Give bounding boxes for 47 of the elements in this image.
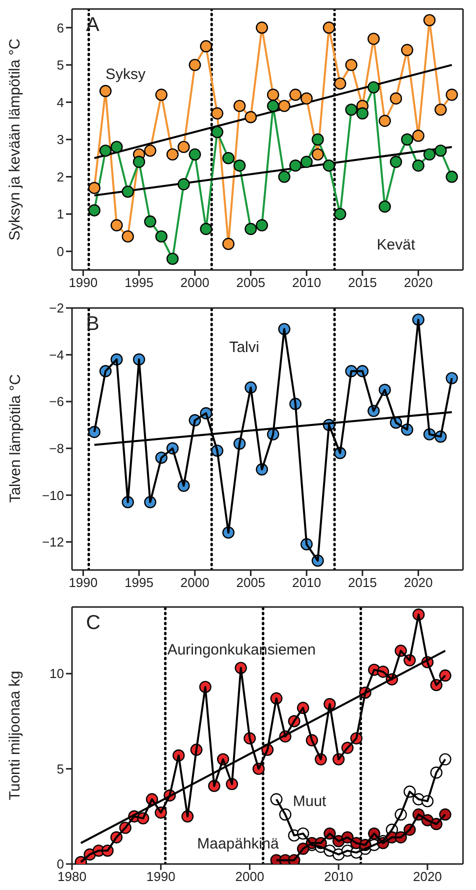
x-tick-label: 2015 (348, 575, 377, 590)
x-tick-label: 2000 (180, 275, 210, 290)
y-tick-label: 3 (56, 132, 64, 148)
series-label: Auringonkukansiemen (167, 641, 316, 658)
x-tick-label: 1990 (68, 575, 98, 590)
y-tick-label: 2 (56, 169, 64, 184)
x-tick-label: 1995 (124, 575, 154, 590)
series-label: Talvi (229, 339, 260, 356)
annotation: A (86, 14, 100, 37)
annotation: B (86, 313, 100, 336)
y-tick-label: 10 (50, 666, 64, 682)
annotation: C (86, 612, 100, 635)
y-tick-label: 5 (56, 761, 64, 776)
x-tick-label: 1990 (68, 275, 98, 290)
y-axis-title: Tuonti miljoonaa kg (6, 670, 24, 800)
y-tick-label: −4 (49, 347, 64, 362)
y-axis-title: Talven lämpötila °C (6, 374, 24, 503)
x-tick-label: 2010 (292, 275, 322, 290)
y-tick-label: −10 (42, 488, 64, 503)
y-tick-label: 4 (56, 94, 64, 110)
x-tick-label: 1990 (146, 869, 176, 884)
series-label: Kevät (376, 236, 416, 254)
y-tick-label: 6 (56, 20, 64, 36)
y-tick-label: −8 (49, 440, 64, 456)
y-tick-label: 0 (56, 856, 64, 872)
y-tick-label: 0 (56, 244, 64, 259)
x-tick-label: 2020 (404, 275, 433, 290)
y-tick-label: 5 (56, 58, 64, 73)
x-tick-label: 2010 (324, 869, 354, 884)
x-tick-label: 2020 (412, 869, 442, 884)
y-tick-label: −2 (49, 300, 64, 316)
y-tick-label: −12 (42, 534, 64, 550)
series-label: Maapähkinä (197, 836, 280, 853)
x-tick-label: 2005 (236, 275, 266, 290)
x-tick-label: 2000 (180, 575, 210, 590)
x-tick-label: 2010 (292, 575, 322, 590)
series-label: Muut (292, 792, 328, 810)
x-tick-label: 2015 (348, 275, 377, 290)
x-tick-label: 2000 (235, 869, 264, 884)
y-axis-title: Syksyn ja kevään lämpötila °C (6, 38, 24, 240)
x-tick-label: 1995 (124, 275, 154, 290)
y-tick-label: 1 (56, 206, 64, 222)
x-tick-label: 1980 (58, 869, 86, 884)
x-tick-label: 2020 (404, 575, 433, 590)
y-tick-label: −6 (49, 394, 64, 410)
series-label: Syksy (106, 66, 146, 84)
x-tick-label: 2005 (236, 575, 266, 590)
